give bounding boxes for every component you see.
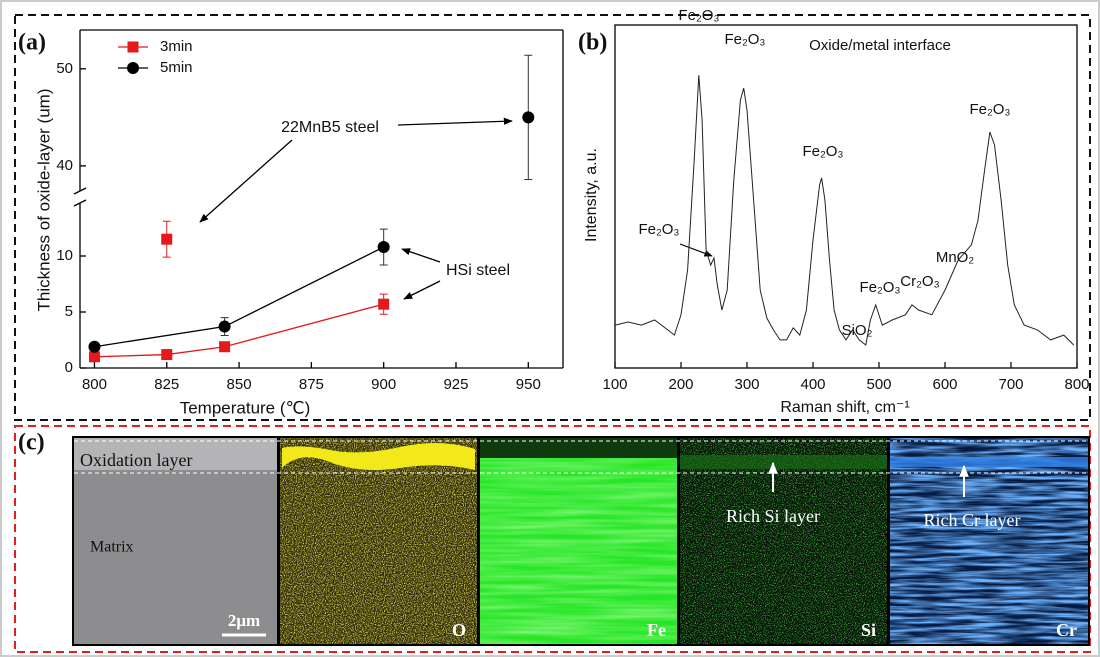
x-tick-label: 850 [227,376,252,393]
element-labels: O Fe Si Cr [452,620,1077,640]
chart-title: Oxide/metal interface [809,37,951,54]
arrow [199,139,293,223]
x-tick-label: 900 [371,376,396,393]
oxide-layer [74,438,277,470]
marker [218,320,231,333]
peak-label: Fe₂O₃ [638,221,679,238]
plot-frame [614,24,1078,369]
y-axis-label: Thickness of oxide-layer (um) [34,89,53,312]
panel-label: (b) [578,30,607,56]
series-line [94,303,384,358]
marker [522,111,535,124]
y-tick-label: 5 [65,303,73,320]
x-tick-label: 950 [516,376,541,393]
x-tick-label: 800 [82,376,107,393]
arrow [397,117,513,126]
peak-label: Fe₂O₃ [859,279,900,296]
cr-noise [890,438,1088,644]
arrow [679,243,713,257]
arrow [401,248,441,263]
series-line [94,246,384,348]
marker [88,340,101,353]
x-tick-label: 600 [932,376,957,393]
element-label: O [452,620,466,640]
peak-label: MnO₂ [936,249,975,266]
peak-label: Fe₂O₃ [802,143,843,160]
x-tick-label: 925 [443,376,468,393]
scale-label: 2μm [228,611,260,630]
x-axis-label: Temperature (℃) [180,398,311,417]
annotation: 22MnB5 steel [281,119,379,136]
legend-marker [127,62,139,74]
panel-label: (a) [18,30,46,56]
spectrum [614,75,1075,346]
legend-marker [127,41,139,53]
axis-break [73,199,87,207]
legend-label: 5min [160,59,193,76]
element-label: Fe [647,620,666,640]
marker [88,351,100,363]
label: Matrix [90,539,134,556]
cr-band [890,457,1088,467]
peak-label: Fe₂O₃ [678,7,719,24]
label: Rich Si layer [726,506,820,526]
x-axis-label: Raman shift, cm⁻¹ [780,399,909,416]
marker [161,233,173,245]
y-axis-label: Intensity, a.u. [583,148,600,242]
y-tick-label: 40 [56,157,73,174]
o-noise [280,438,477,644]
y-tick-label: 0 [65,359,73,376]
x-tick-label: 875 [299,376,324,393]
marker [377,241,390,254]
fe-noise [480,438,677,644]
element-label: Si [861,620,876,640]
label: Oxidation layer [80,450,192,470]
x-tick-label: 500 [866,376,891,393]
marker [219,341,231,353]
o-band [282,442,475,470]
marker [378,298,390,310]
panel-label: (c) [18,430,45,456]
x-tick-label: 300 [734,376,759,393]
peak-label: Fe₂O₃ [724,31,765,48]
x-tick-label: 800 [1064,376,1089,393]
peak-label: Fe₂O₃ [969,101,1010,118]
sem-image [74,438,277,644]
element-label: Cr [1056,620,1077,640]
x-tick-label: 100 [602,376,627,393]
axis-break [73,187,87,195]
y-tick-label: 50 [56,60,73,77]
fe-oxide [480,438,677,458]
panel-ab-frame [14,14,1091,421]
si-band [680,455,887,469]
arrow [403,280,441,300]
peak-label: SiO₂ [842,322,873,339]
x-tick-label: 825 [154,376,179,393]
label: Rich Cr layer [924,510,1021,530]
annotation: HSi steel [446,262,510,279]
x-tick-label: 200 [668,376,693,393]
arrows [199,117,513,300]
legend-label: 3min [160,38,193,55]
layer-lines [74,440,1088,474]
si-noise [680,438,887,644]
micrographs [72,436,1090,646]
x-tick-label: 400 [800,376,825,393]
y-tick-label: 10 [56,247,73,264]
marker [161,349,173,361]
peak-label: Cr₂O₃ [900,273,939,290]
x-tick-label: 700 [998,376,1023,393]
